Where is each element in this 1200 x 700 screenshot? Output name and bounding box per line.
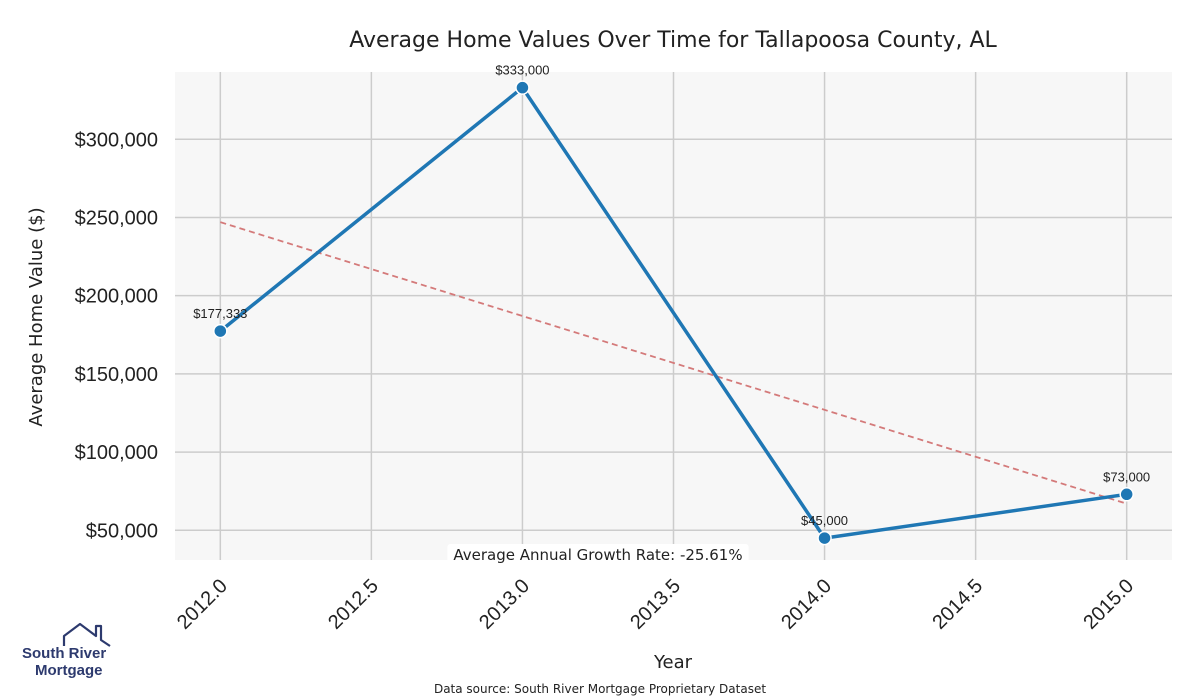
trend-line	[220, 221, 1127, 505]
data-point	[1119, 487, 1134, 502]
y-tick-label: $150,000	[75, 364, 158, 386]
y-tick-label: $50,000	[86, 520, 158, 542]
data-label: $177,333	[193, 306, 247, 321]
x-tick-label: 2013.0	[475, 575, 534, 634]
x-tick-label: 2012.0	[173, 575, 232, 634]
x-tick-label: 2014.0	[777, 575, 836, 634]
house-roof-icon	[62, 622, 111, 647]
data-label: $73,000	[1103, 469, 1150, 484]
y-axis-ticks: $50,000 $100,000 $150,000 $200,000 $250,000 $…	[75, 129, 158, 542]
x-tick-label: 2015.0	[1079, 575, 1138, 634]
chart-title: Average Home Values Over Time for Tallap…	[349, 28, 997, 53]
y-axis-label: Average Home Value ($)	[26, 207, 47, 426]
y-tick-label: $200,000	[75, 286, 158, 308]
x-tick-label: 2014.5	[928, 575, 987, 634]
data-point	[817, 530, 832, 546]
data-points	[213, 80, 1134, 546]
y-tick-label: $100,000	[75, 442, 158, 464]
series-group	[219, 85, 1127, 540]
y-tick-label: $250,000	[75, 207, 158, 229]
x-axis-label: Year	[653, 652, 693, 673]
data-point	[213, 323, 228, 339]
data-source-note: Data source: South River Mortgage Propri…	[434, 682, 766, 696]
data-labels: $177,333 $333,000 $45,000 $73,000	[193, 63, 1150, 528]
data-point	[515, 80, 530, 95]
annotation-background	[447, 544, 749, 566]
data-label: $333,000	[495, 63, 549, 78]
trend-line-group	[220, 221, 1127, 505]
y-tick-label: $300,000	[75, 129, 158, 151]
x-tick-label: 2013.5	[626, 575, 685, 634]
logo-text-line1: South River	[22, 645, 106, 662]
x-tick-label: 2012.5	[324, 575, 383, 634]
logo-text-line2: Mortgage	[35, 662, 103, 679]
data-label: $45,000	[801, 513, 848, 528]
x-axis-ticks: 2012.0 2012.5 2013.0 2013.5 2014.0 2014.5 2015…	[173, 575, 1138, 634]
growth-rate-annotation: Average Annual Growth Rate: -25.61%	[453, 546, 742, 564]
series-line	[219, 85, 1127, 540]
company-logo: South River Mortgage	[22, 622, 111, 679]
